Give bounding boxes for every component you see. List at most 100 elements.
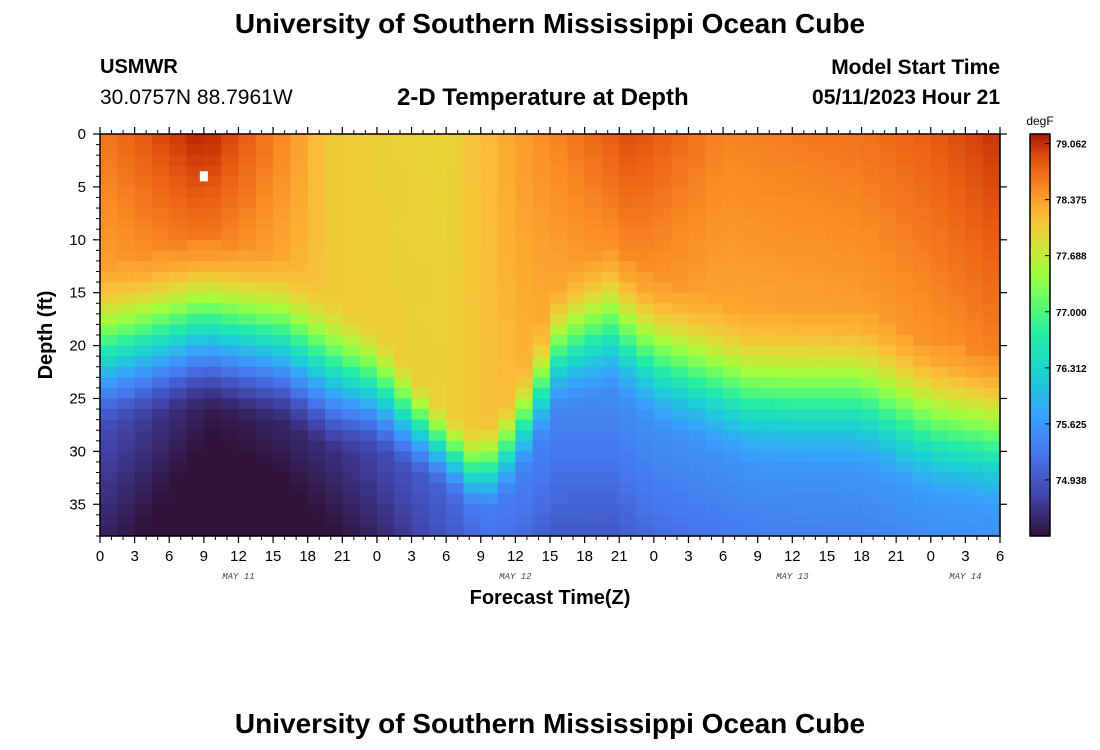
heatmap-cell — [273, 229, 291, 241]
heatmap-cell — [273, 239, 291, 251]
heatmap-cell — [584, 303, 603, 315]
heatmap-cell — [117, 313, 136, 326]
heatmap-cell — [671, 144, 690, 156]
heatmap-cell — [307, 514, 326, 527]
heatmap-cell — [757, 377, 776, 389]
heatmap-cell — [411, 186, 430, 199]
heatmap-cell — [896, 335, 915, 347]
heatmap-cell — [255, 356, 274, 368]
heatmap-cell — [203, 282, 222, 294]
heatmap-cell — [515, 483, 534, 495]
heatmap-cell — [515, 229, 534, 241]
heatmap-cell — [948, 504, 966, 516]
heatmap-cell — [982, 303, 1001, 315]
heatmap-cell — [532, 324, 551, 336]
heatmap-cell — [238, 144, 257, 156]
heatmap-cell — [809, 525, 828, 537]
heatmap-cell — [203, 155, 222, 167]
heatmap-cell — [826, 409, 845, 421]
heatmap-cell — [359, 440, 378, 452]
heatmap-cell — [203, 419, 222, 431]
heatmap-cell — [100, 409, 118, 421]
heatmap-cell — [775, 377, 793, 389]
heatmap-cell — [446, 292, 465, 304]
heatmap-cell — [930, 324, 949, 336]
heatmap-cell — [792, 250, 811, 262]
heatmap-cell — [515, 366, 534, 378]
heatmap-cell — [896, 440, 915, 452]
station-coordinates: 30.0757N 88.7961W — [100, 86, 293, 109]
heatmap-cell — [723, 197, 741, 209]
heatmap-cell — [151, 186, 170, 199]
heatmap-cell — [705, 134, 724, 146]
heatmap-cell — [913, 345, 932, 357]
heatmap-cell — [151, 335, 170, 347]
heatmap-cell — [273, 186, 291, 199]
y-tick-label: 20 — [69, 338, 86, 355]
heatmap-cell — [463, 483, 482, 495]
heatmap-cell — [740, 250, 759, 262]
heatmap-cell — [221, 134, 240, 146]
heatmap-cell — [584, 483, 603, 495]
heatmap-cell — [775, 155, 793, 167]
heatmap-cell — [463, 451, 482, 463]
heatmap-cell — [948, 419, 966, 431]
heatmap-cell — [290, 218, 309, 230]
heatmap-cell — [757, 218, 776, 230]
heatmap-cell — [550, 208, 568, 220]
heatmap-cell — [221, 387, 240, 400]
heatmap-cell — [394, 493, 413, 505]
heatmap-cell — [325, 451, 343, 463]
heatmap-cell — [359, 250, 378, 262]
heatmap-cell — [861, 356, 880, 368]
heatmap-cell — [619, 218, 638, 230]
heatmap-cell — [498, 335, 516, 347]
heatmap-cell — [515, 186, 534, 199]
heatmap-cell — [186, 504, 205, 516]
heatmap-cell — [844, 260, 863, 273]
x-tick-label: 0 — [927, 548, 935, 565]
heatmap-cell — [619, 176, 638, 188]
heatmap-cell — [307, 134, 326, 146]
heatmap-cell — [688, 387, 707, 400]
heatmap-cell — [982, 419, 1001, 431]
heatmap-cell — [930, 409, 949, 421]
heatmap-cell — [636, 514, 655, 527]
heatmap-cell — [446, 356, 465, 368]
heatmap-cell — [186, 430, 205, 442]
heatmap-cell — [671, 356, 690, 368]
heatmap-cell — [203, 303, 222, 315]
heatmap-cell — [948, 282, 966, 294]
heatmap-cell — [653, 292, 672, 304]
heatmap-cell — [532, 282, 551, 294]
heatmap-cell — [844, 197, 863, 209]
heatmap-cell — [151, 356, 170, 368]
heatmap-cell — [446, 525, 465, 537]
heatmap-cell — [705, 387, 724, 400]
heatmap-cell — [844, 409, 863, 421]
heatmap-cell — [498, 504, 516, 516]
heatmap-cell — [290, 514, 309, 527]
heatmap-cell — [307, 461, 326, 474]
heatmap-cell — [826, 229, 845, 241]
heatmap-cell — [965, 366, 984, 378]
heatmap-cell — [134, 208, 153, 220]
heatmap-cell — [151, 451, 170, 463]
heatmap-cell — [601, 356, 620, 368]
heatmap-cell — [671, 504, 690, 516]
heatmap-cell — [948, 197, 966, 209]
heatmap-cell — [861, 250, 880, 262]
heatmap-cell — [584, 472, 603, 484]
heatmap-cell — [982, 176, 1001, 188]
heatmap-cell — [948, 430, 966, 442]
heatmap-cell — [965, 239, 984, 251]
heatmap-cell — [255, 313, 274, 326]
heatmap-cell — [255, 186, 274, 199]
heatmap-cell — [307, 493, 326, 505]
heatmap-cell — [948, 356, 966, 368]
heatmap-cell — [117, 176, 136, 188]
heatmap-cell — [273, 366, 291, 378]
heatmap-cell — [757, 324, 776, 336]
day-label: MAY 13 — [776, 572, 809, 582]
heatmap-cell — [186, 514, 205, 527]
